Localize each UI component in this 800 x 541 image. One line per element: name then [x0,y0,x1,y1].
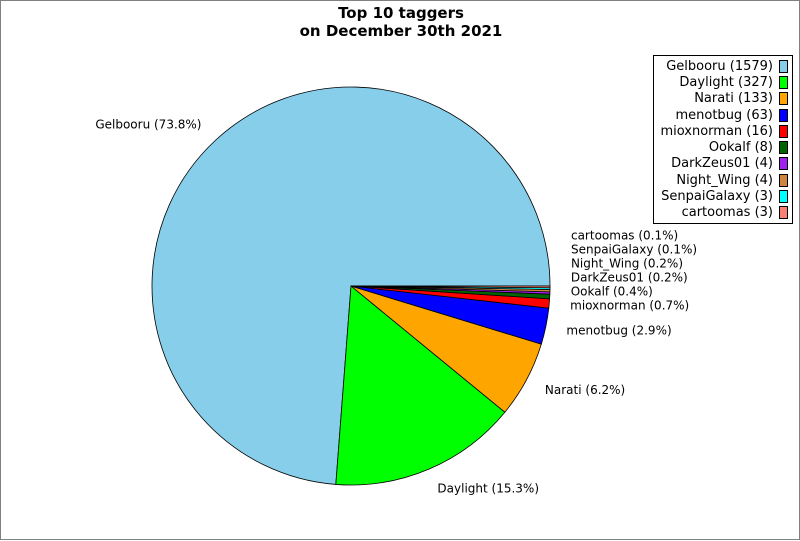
legend-label: Narati (133) [694,91,773,107]
legend-swatch [779,206,788,220]
pie-slice-cartoomas [350,285,551,289]
legend-swatch [779,173,788,187]
legend-label: Ookalf (8) [708,140,773,156]
legend-item-menotbug: menotbug (63) [654,107,792,123]
legend-item-daylight: Daylight (327) [654,74,792,90]
legend-item-night_wing: Night_Wing (4) [654,172,792,188]
legend-swatch [779,157,788,171]
chart-subtitle: on December 30th 2021 [299,22,503,40]
legend-swatch [779,108,788,122]
legend-item-mioxnorman: mioxnorman (16) [654,123,792,139]
legend-label: mioxnorman (16) [660,123,773,139]
legend-label: cartoomas (3) [681,205,773,221]
legend-item-narati: Narati (133) [654,91,792,107]
legend-item-cartoomas: cartoomas (3) [654,205,792,221]
legend-item-ookalf: Ookalf (8) [654,139,792,155]
legend-swatch [779,124,788,138]
chart-title-line1: Top 10 taggers [338,4,464,22]
legend-label: SenpaiGalaxy (3) [661,189,773,205]
legend: Gelbooru (1579) Daylight (327) Narati (133… [653,55,793,224]
slice-label-gelbooru: Gelbooru (73.8%) [95,118,201,132]
legend-swatch [779,59,788,73]
legend-item-darkzeus01: DarkZeus01 (4) [654,156,792,172]
slice-label-menotbug: menotbug (2.9%) [566,324,671,338]
legend-swatch [779,141,788,155]
chart-title: Top 10 taggers on December 30th 2021 [1,4,800,40]
pie-slice-daylight [335,285,506,486]
slice-label-ookalf: Ookalf (0.4%) [571,284,653,298]
legend-item-gelbooru: Gelbooru (1579) [654,58,792,74]
legend-swatch [779,75,788,89]
slice-label-night_wing: Night_Wing (0.2%) [571,256,683,270]
slice-label-daylight: Daylight (15.3%) [437,481,539,495]
legend-item-senpaigalaxy: SenpaiGalaxy (3) [654,188,792,204]
legend-label: DarkZeus01 (4) [671,156,773,172]
slice-label-cartoomas: cartoomas (0.1%) [571,228,678,242]
legend-swatch [779,92,788,106]
legend-swatch [779,190,788,204]
slice-label-darkzeus01: DarkZeus01 (0.2%) [571,270,688,284]
slice-label-narati: Narati (6.2%) [545,383,625,397]
legend-label: Gelbooru (1579) [666,58,773,74]
legend-label: menotbug (63) [675,107,773,123]
legend-label: Night_Wing (4) [676,172,773,188]
legend-label: Daylight (327) [679,74,773,90]
slice-label-senpaigalaxy: SenpaiGalaxy (0.1%) [571,242,697,256]
slice-label-mioxnorman: mioxnorman (0.7%) [570,298,689,312]
